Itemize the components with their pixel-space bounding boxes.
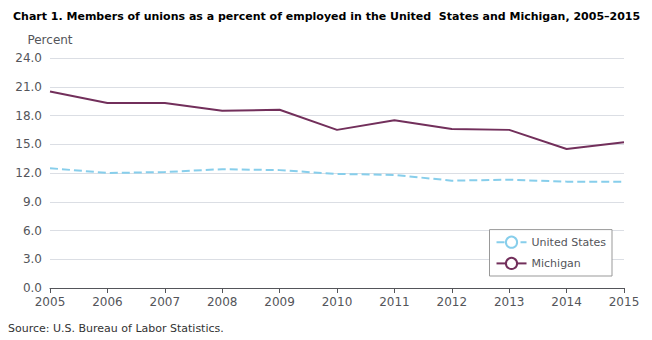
svg-text:2008: 2008 xyxy=(207,295,238,309)
svg-text:3.0: 3.0 xyxy=(23,252,42,266)
svg-text:24.0: 24.0 xyxy=(15,51,42,65)
svg-text:2005: 2005 xyxy=(35,295,66,309)
svg-text:2010: 2010 xyxy=(322,295,353,309)
svg-text:6.0: 6.0 xyxy=(23,224,42,238)
svg-text:2015: 2015 xyxy=(609,295,640,309)
svg-text:Michigan: Michigan xyxy=(532,257,581,270)
svg-text:15.0: 15.0 xyxy=(15,137,42,151)
svg-text:12.0: 12.0 xyxy=(15,166,42,180)
svg-text:2013: 2013 xyxy=(494,295,525,309)
svg-text:Percent: Percent xyxy=(27,33,72,47)
svg-text:2006: 2006 xyxy=(92,295,123,309)
svg-text:2007: 2007 xyxy=(150,295,181,309)
svg-text:18.0: 18.0 xyxy=(15,109,42,123)
svg-text:2012: 2012 xyxy=(437,295,468,309)
svg-text:9.0: 9.0 xyxy=(23,195,42,209)
svg-text:2009: 2009 xyxy=(264,295,295,309)
svg-text:0.0: 0.0 xyxy=(23,281,42,295)
svg-text:Source: U.S. Bureau of Labor S: Source: U.S. Bureau of Labor Statistics. xyxy=(8,322,224,335)
svg-text:2014: 2014 xyxy=(551,295,582,309)
svg-text:United States: United States xyxy=(532,236,607,249)
svg-text:2011: 2011 xyxy=(379,295,410,309)
svg-text:Chart 1. Members of unions as: Chart 1. Members of unions as a percent … xyxy=(13,10,640,23)
svg-text:21.0: 21.0 xyxy=(15,80,42,94)
